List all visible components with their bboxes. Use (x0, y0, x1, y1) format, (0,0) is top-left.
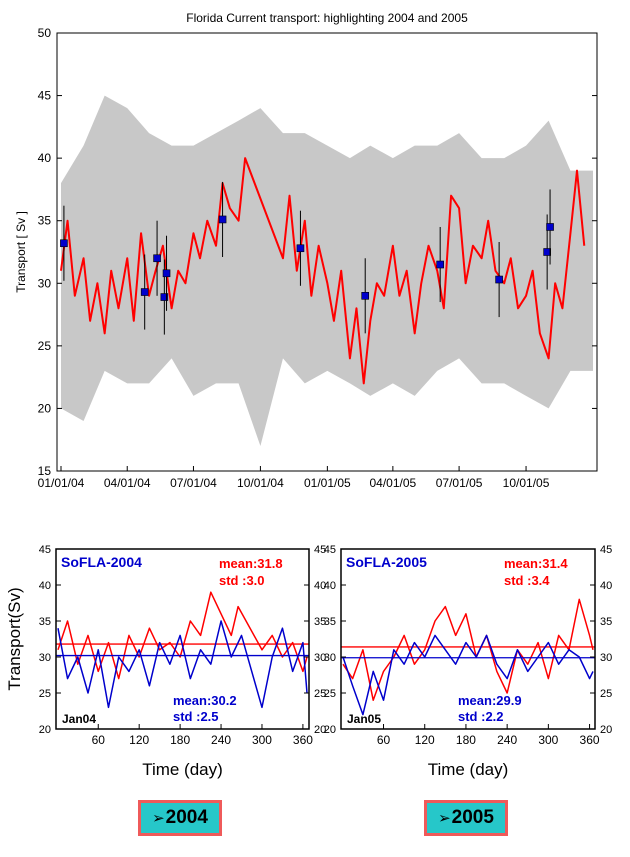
panel-x-tick-label: 60 (377, 733, 391, 747)
section-marker (218, 215, 227, 224)
x-tick-label: 07/01/05 (436, 476, 483, 490)
x-tick-label: 07/01/04 (170, 476, 217, 490)
panel-y-tick-label-right: 30 (314, 652, 326, 664)
year-2004-button[interactable]: ➢ 2004 (138, 800, 222, 836)
main-y-axis-label: Transport [ Sv ] (14, 211, 28, 293)
section-marker (436, 260, 444, 269)
panel-y-tick-label-right: 30 (600, 652, 612, 664)
panel-y-tick-label-right: 40 (314, 580, 326, 592)
panel-y-tick-label: 25 (324, 688, 336, 700)
section-marker (162, 269, 171, 278)
x-tick-label: 01/01/04 (38, 476, 85, 490)
year-2005-button[interactable]: ➢ 2005 (424, 800, 508, 836)
section-marker (153, 254, 161, 263)
arrow-right-icon: ➢ (152, 810, 165, 827)
panel-x-tick-label: 240 (211, 733, 231, 747)
panel-2005-blue-std: std :2.2 (458, 709, 504, 724)
panel-x-tick-label: 120 (415, 733, 435, 747)
panel-2005-x-axis-label: Time (day) (428, 760, 509, 779)
panel-y-tick-label-right: 35 (314, 616, 326, 628)
panel-2005-corner-label: Jan05 (347, 712, 381, 726)
panel-y-tick-label-right: 25 (600, 688, 612, 700)
section-marker (361, 291, 370, 300)
panel-2004-y-axis-label: Transport(Sv) (5, 587, 24, 690)
panel-2005-red-std: std :3.4 (504, 573, 550, 588)
section-marker (296, 244, 305, 253)
panel-2004-red-series (57, 591, 308, 680)
panel-x-tick-label: 360 (293, 733, 313, 747)
section-marker (495, 275, 503, 284)
panel-2004-blue-mean: mean:30.2 (173, 693, 237, 708)
panel-x-tick-label: 120 (129, 733, 149, 747)
panel-2005-red-mean: mean:31.4 (504, 556, 568, 571)
panel-y-tick-label-right: 40 (600, 580, 612, 592)
panel-y-tick-label: 40 (324, 580, 336, 592)
panel-y-tick-label-right: 45 (314, 544, 326, 556)
panel-2004-frame (55, 548, 310, 730)
panel-y-tick-label: 30 (39, 652, 51, 664)
panel-x-tick-label: 180 (456, 733, 476, 747)
year-2004-label: 2004 (165, 807, 208, 828)
panel-x-tick-label: 300 (252, 733, 272, 747)
x-tick-label: 04/01/04 (104, 476, 151, 490)
arrow-right-icon: ➢ (438, 810, 451, 827)
panel-2004-red-std: std :3.0 (219, 573, 265, 588)
y-tick-label: 20 (38, 401, 52, 415)
panel-2004-red-mean: mean:31.8 (219, 556, 283, 571)
panel-y-tick-label: 35 (39, 616, 51, 628)
panel-y-tick-label: 30 (324, 652, 336, 664)
panel-x-tick-label: 360 (580, 733, 600, 747)
panel-y-tick-label: 25 (39, 688, 51, 700)
main-chart-title: Florida Current transport: highlighting … (186, 11, 468, 25)
panel-2004-title: SoFLA-2004 (61, 554, 142, 570)
panel-y-tick-label-right: 35 (600, 616, 612, 628)
section-marker (60, 239, 68, 248)
x-tick-label: 01/01/05 (304, 476, 351, 490)
y-tick-label: 30 (38, 276, 52, 290)
year-2005-label: 2005 (451, 807, 494, 828)
panel-x-tick-label: 180 (170, 733, 190, 747)
panel-2004-corner-label: Jan04 (62, 712, 96, 726)
panel-2004-blue-std: std :2.5 (173, 709, 219, 724)
panel-2005-frame (340, 548, 596, 730)
x-tick-label: 10/01/04 (237, 476, 284, 490)
envelope-band (61, 95, 593, 446)
panel-y-tick-label: 20 (39, 724, 51, 736)
section-marker (543, 248, 551, 256)
section-marker (160, 293, 169, 301)
panel-2005-blue-mean: mean:29.9 (458, 693, 522, 708)
panel-y-tick-label-right: 20 (600, 724, 612, 736)
panel-y-tick-label: 35 (324, 616, 336, 628)
x-tick-label: 10/01/05 (503, 476, 550, 490)
panel-2005-title: SoFLA-2005 (346, 554, 427, 570)
y-tick-label: 40 (38, 151, 52, 165)
y-tick-label: 45 (38, 89, 52, 103)
y-tick-label: 35 (38, 214, 52, 228)
panel-y-tick-label: 40 (39, 580, 51, 592)
panel-x-tick-label: 240 (497, 733, 517, 747)
x-tick-label: 04/01/05 (370, 476, 417, 490)
panel-2004-x-axis-label: Time (day) (142, 760, 223, 779)
panel-2004-blue-series (57, 620, 308, 709)
y-tick-label: 15 (38, 464, 52, 478)
panel-y-tick-label-right: 20 (314, 724, 326, 736)
y-tick-label: 50 (38, 26, 52, 40)
panel-y-tick-label: 45 (39, 544, 51, 556)
section-marker (546, 223, 554, 231)
panel-2005-red-series (342, 598, 594, 701)
panel-x-tick-label: 60 (92, 733, 106, 747)
y-tick-label: 25 (38, 339, 52, 353)
panel-y-tick-label: 45 (324, 544, 336, 556)
panel-y-tick-label-right: 45 (600, 544, 612, 556)
panel-y-tick-label-right: 25 (314, 688, 326, 700)
section-marker (140, 288, 149, 296)
panel-2005-blue-series (342, 634, 594, 716)
panel-x-tick-label: 300 (538, 733, 558, 747)
panel-y-tick-label: 20 (324, 724, 336, 736)
